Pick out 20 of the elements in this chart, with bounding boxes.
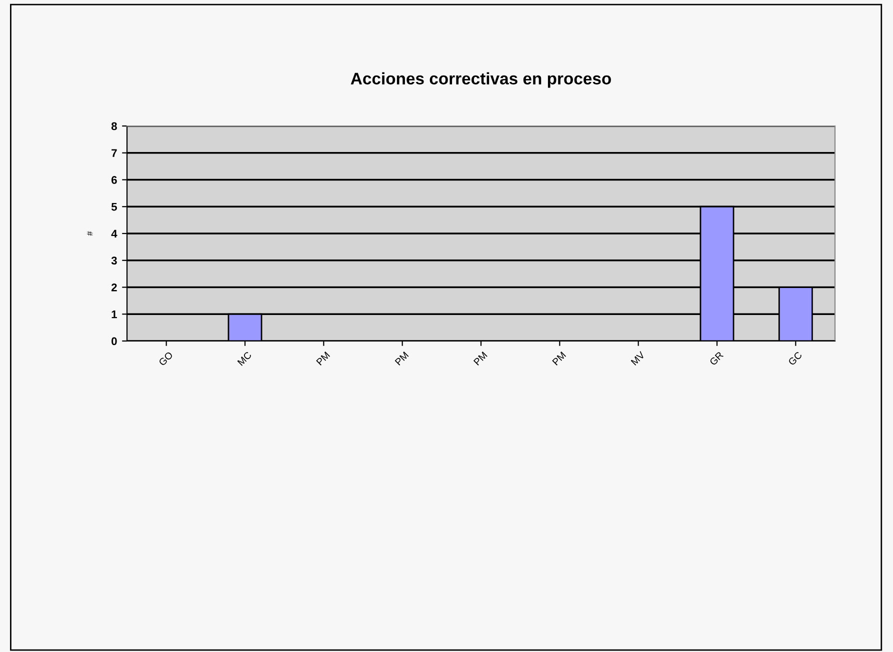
x-tick-label: PM: [552, 352, 566, 366]
x-tick-label: GC: [788, 351, 802, 366]
y-tick-label: 8: [111, 122, 117, 130]
x-tick-label: MC: [237, 351, 252, 366]
y-tick-label: 1: [112, 310, 117, 318]
y-tick-label: 2: [111, 284, 117, 292]
chart-title: Acciones correctivas en proceso: [350, 72, 611, 88]
x-tick-label: PM: [473, 352, 488, 366]
y-tick-label: 7: [112, 149, 117, 157]
x-tick-label: PM: [394, 352, 409, 366]
y-tick-label: 3: [111, 256, 117, 265]
y-tick-label: 6: [112, 176, 117, 184]
y-axis-title: #: [87, 231, 93, 236]
x-tick-label: GR: [709, 351, 724, 366]
y-tick-label: 0: [112, 337, 117, 346]
x-tick-label: MV: [630, 351, 646, 366]
y-tick-label: 4: [111, 230, 118, 238]
x-tick-label: PM: [316, 352, 330, 366]
y-tick-label: 5: [111, 203, 117, 211]
x-tick-label: GO: [158, 351, 174, 366]
